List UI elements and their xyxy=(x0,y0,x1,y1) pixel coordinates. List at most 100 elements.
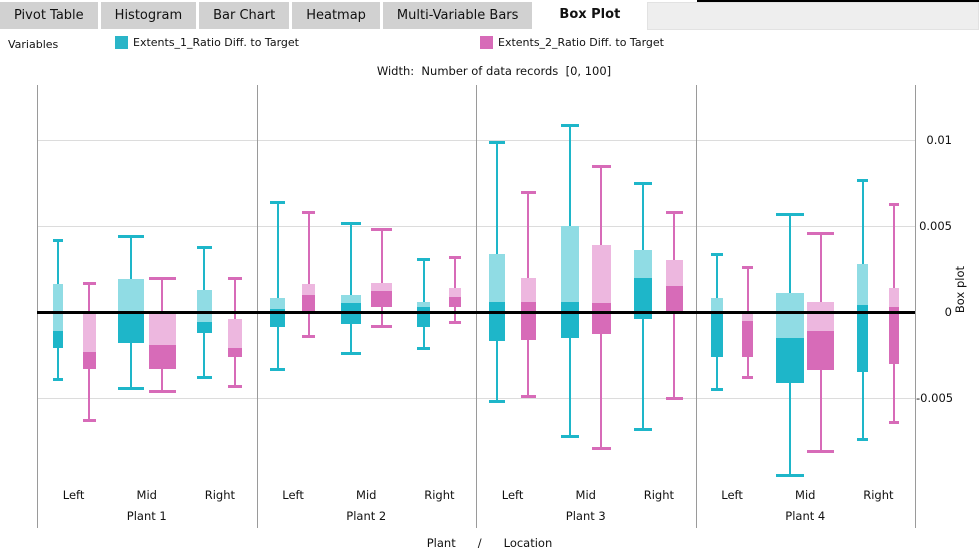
box-upper-segment[interactable] xyxy=(775,293,804,338)
group-label-plant-1: Plant 1 xyxy=(126,509,167,523)
box-lower-segment[interactable] xyxy=(53,330,64,349)
whisker-cap-bottom xyxy=(775,474,804,478)
box-lower-segment[interactable] xyxy=(807,330,835,371)
chart-width-title: Width: Number of data records [0, 100] xyxy=(376,64,612,78)
x-tick-mid: Mid xyxy=(136,488,157,502)
box-upper-segment[interactable] xyxy=(371,282,393,292)
box-lower-segment[interactable] xyxy=(82,351,96,369)
box-lower-segment[interactable] xyxy=(742,320,754,357)
legend-item-2[interactable]: Extents_2_Ratio Diff. to Target xyxy=(480,36,664,49)
box-upper-segment[interactable] xyxy=(665,260,683,287)
whisker-cap-top xyxy=(53,238,64,242)
box-upper-segment[interactable] xyxy=(520,277,536,302)
variables-label: Variables xyxy=(8,38,59,51)
box-upper-segment[interactable] xyxy=(857,263,869,306)
whisker-cap-bottom xyxy=(807,450,835,454)
whisker-cap-top xyxy=(634,182,653,185)
panel-top-edge xyxy=(697,0,979,2)
whisker-cap-bottom xyxy=(417,347,431,351)
x-tick-mid: Mid xyxy=(575,488,596,502)
whisker-cap-top xyxy=(196,245,212,249)
whisker-cap-top xyxy=(742,266,754,270)
box-lower-segment[interactable] xyxy=(489,301,506,342)
box-lower-segment[interactable] xyxy=(448,296,461,307)
box-upper-segment[interactable] xyxy=(82,313,96,352)
whisker-cap-bottom xyxy=(196,376,212,380)
group-label-plant-2: Plant 2 xyxy=(346,509,387,523)
box-whisker-line xyxy=(349,222,352,354)
whisker-cap-bottom xyxy=(371,324,393,328)
zero-reference-line xyxy=(37,310,915,314)
box-lower-segment[interactable] xyxy=(665,286,683,312)
box-upper-segment[interactable] xyxy=(417,301,431,307)
whisker-cap-bottom xyxy=(302,335,316,339)
box-upper-segment[interactable] xyxy=(228,318,243,349)
legend-label-1: Extents_1_Ratio Diff. to Target xyxy=(133,36,299,49)
tab-box-plot[interactable]: Box Plot xyxy=(535,0,645,29)
box-upper-segment[interactable] xyxy=(888,287,899,307)
x-axis-title: Plant / Location xyxy=(0,536,979,550)
box-upper-segment[interactable] xyxy=(270,298,286,309)
tab-histogram[interactable]: Histogram xyxy=(100,2,197,29)
x-axis-title-part-3: Location xyxy=(503,536,553,550)
whisker-cap-bottom xyxy=(118,386,145,390)
whisker-cap-bottom xyxy=(82,419,96,423)
box-lower-segment[interactable] xyxy=(196,322,212,333)
x-tick-left: Left xyxy=(282,488,304,502)
box-upper-segment[interactable] xyxy=(489,253,506,302)
box-lower-segment[interactable] xyxy=(228,348,243,357)
box-upper-segment[interactable] xyxy=(53,284,64,331)
box-upper-segment[interactable] xyxy=(807,301,835,331)
tab-pivot-table[interactable]: Pivot Table xyxy=(0,2,98,29)
box-lower-segment[interactable] xyxy=(371,291,393,307)
whisker-cap-bottom xyxy=(888,421,899,425)
box-upper-segment[interactable] xyxy=(591,244,611,304)
box-upper-segment[interactable] xyxy=(561,226,580,302)
box-lower-segment[interactable] xyxy=(302,294,316,312)
box-lower-segment[interactable] xyxy=(340,303,361,325)
whisker-cap-top xyxy=(775,212,804,216)
box-lower-segment[interactable] xyxy=(634,277,653,319)
box-lower-segment[interactable] xyxy=(888,306,899,364)
whisker-cap-top xyxy=(371,228,393,232)
tab-multi-variable-bars[interactable]: Multi-Variable Bars xyxy=(382,2,533,29)
legend-swatch-2 xyxy=(480,36,493,49)
whisker-cap-top xyxy=(148,276,176,280)
box-upper-segment[interactable] xyxy=(148,312,176,345)
box-lower-segment[interactable] xyxy=(775,337,804,383)
whisker-cap-bottom xyxy=(270,367,286,371)
tab-bar-chart[interactable]: Bar Chart xyxy=(199,2,290,29)
box-upper-segment[interactable] xyxy=(340,294,361,304)
box-lower-segment[interactable] xyxy=(520,301,536,340)
box-upper-segment[interactable] xyxy=(196,289,212,323)
whisker-cap-bottom xyxy=(53,378,64,382)
box-upper-segment[interactable] xyxy=(742,313,754,321)
box-upper-segment[interactable] xyxy=(710,298,723,312)
whisker-cap-bottom xyxy=(591,446,611,450)
x-axis-title-part-1: Plant xyxy=(426,536,456,550)
box-lower-segment[interactable] xyxy=(561,301,580,338)
whisker-cap-top xyxy=(417,257,431,261)
whisker-cap-top xyxy=(118,235,145,239)
box-lower-segment[interactable] xyxy=(591,303,611,335)
y-tick-label-0.005: 0.005 xyxy=(919,219,952,233)
group-separator xyxy=(256,85,258,528)
whisker-cap-bottom xyxy=(710,388,723,392)
box-upper-segment[interactable] xyxy=(118,279,145,314)
box-upper-segment[interactable] xyxy=(634,250,653,278)
tab-heatmap[interactable]: Heatmap xyxy=(292,2,380,29)
x-tick-mid: Mid xyxy=(795,488,816,502)
whisker-cap-top xyxy=(665,211,683,215)
tab-bar: Pivot Table Histogram Bar Chart Heatmap Mult… xyxy=(0,0,979,30)
box-upper-segment[interactable] xyxy=(302,284,316,295)
whisker-cap-bottom xyxy=(520,395,536,399)
box-lower-segment[interactable] xyxy=(857,305,869,373)
box-whisker-line xyxy=(276,201,279,369)
box-lower-segment[interactable] xyxy=(710,312,723,357)
box-upper-segment[interactable] xyxy=(448,287,461,297)
box-lower-segment[interactable] xyxy=(148,344,176,369)
legend-label-2: Extents_2_Ratio Diff. to Target xyxy=(498,36,664,49)
legend-item-1[interactable]: Extents_1_Ratio Diff. to Target xyxy=(115,36,299,49)
box-lower-segment[interactable] xyxy=(118,313,145,343)
